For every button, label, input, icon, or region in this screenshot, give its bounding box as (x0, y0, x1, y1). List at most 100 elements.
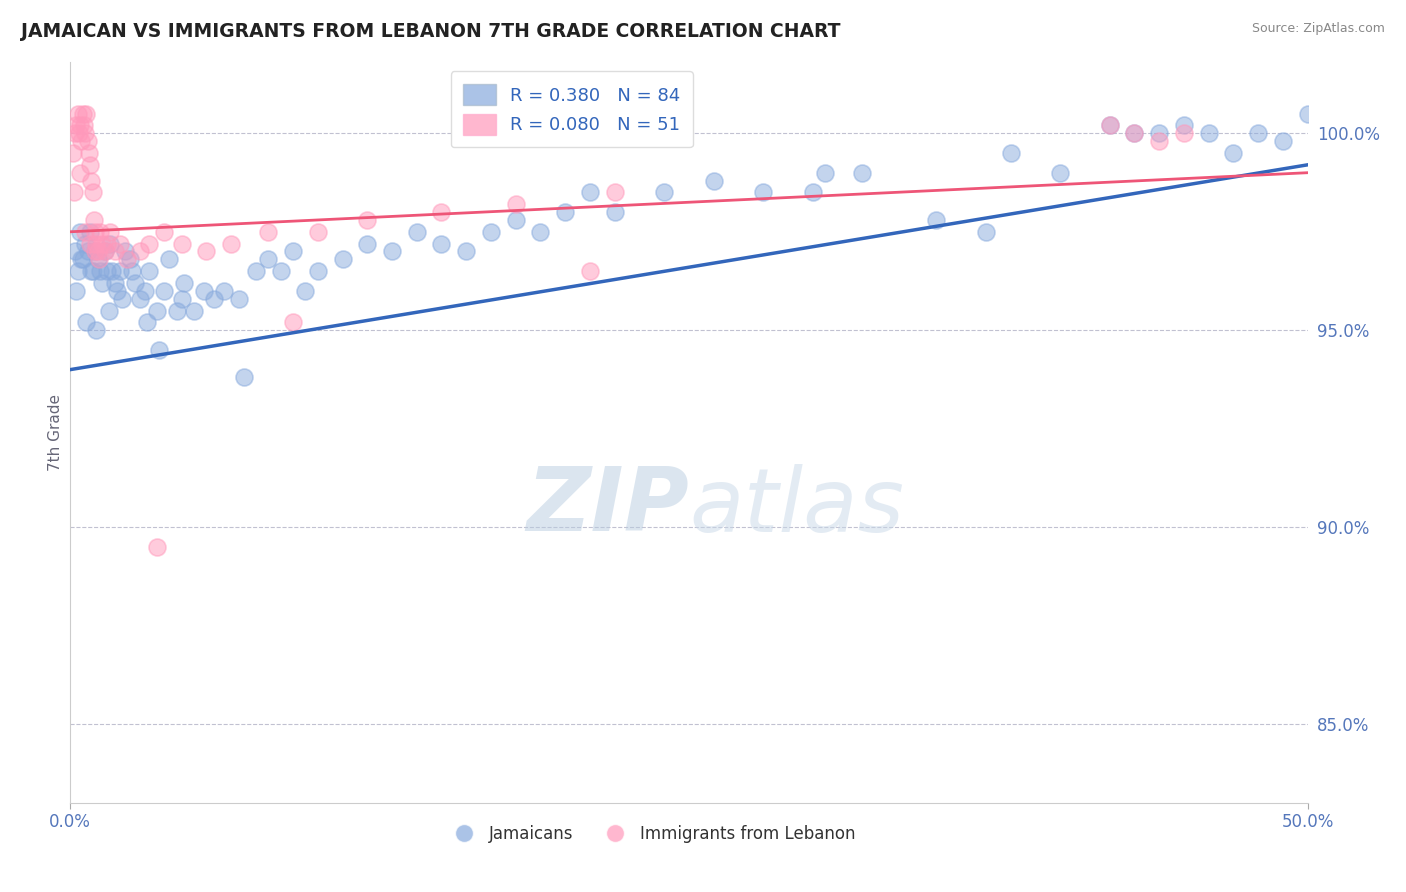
Point (76, 134, 98, 148)
Point (83, 244, 105, 259)
Point (84, 244, 107, 259)
Point (79, 225, 101, 239)
Point (1296, 106, 1319, 120)
Point (89, 264, 111, 278)
Point (307, 264, 329, 278)
Point (529, 225, 551, 239)
Point (1173, 119, 1195, 133)
Point (456, 244, 478, 259)
Point (80, 264, 103, 278)
Point (294, 284, 316, 298)
Text: JAMAICAN VS IMMIGRANTS FROM LEBANON 7TH GRADE CORRELATION CHART: JAMAICAN VS IMMIGRANTS FROM LEBANON 7TH … (21, 22, 841, 41)
Point (94, 244, 117, 259)
Point (82, 264, 104, 278)
Point (75, 106, 97, 120)
Point (66, 106, 89, 120)
Point (73, 225, 96, 239)
Point (183, 303, 205, 318)
Point (69, 119, 91, 133)
Point (65, 244, 87, 259)
Point (69, 166, 91, 180)
Point (219, 236, 242, 251)
Point (70, 134, 93, 148)
Point (65, 119, 87, 133)
Point (89, 225, 111, 239)
Point (1247, 126, 1270, 140)
Point (84, 236, 107, 251)
Point (118, 252, 141, 267)
Point (1173, 126, 1195, 140)
Point (128, 292, 150, 306)
Point (65, 284, 87, 298)
Point (1198, 126, 1220, 140)
Point (281, 315, 304, 329)
Point (228, 292, 250, 306)
Point (1222, 146, 1244, 161)
Point (87, 252, 110, 267)
Point (430, 205, 453, 219)
Point (1000, 146, 1022, 161)
Point (134, 284, 156, 298)
Point (579, 186, 602, 200)
Point (104, 276, 127, 290)
Point (1098, 119, 1121, 133)
Point (138, 264, 160, 278)
Point (62, 146, 84, 161)
Point (96, 264, 118, 278)
Point (77, 146, 100, 161)
Point (603, 205, 626, 219)
Point (86, 252, 108, 267)
Point (97, 303, 120, 318)
Point (193, 284, 215, 298)
Point (138, 236, 160, 251)
Point (1049, 166, 1071, 180)
Point (752, 186, 775, 200)
Point (356, 236, 378, 251)
Point (801, 186, 824, 200)
Point (146, 540, 169, 554)
Point (1147, 134, 1170, 148)
Point (91, 236, 114, 251)
Point (91, 276, 114, 290)
Point (111, 292, 134, 306)
Point (307, 225, 329, 239)
Point (80, 173, 103, 187)
Point (96, 236, 118, 251)
Legend: Jamaicans, Immigrants from Lebanon: Jamaicans, Immigrants from Lebanon (441, 819, 863, 850)
Point (232, 370, 254, 384)
Point (108, 264, 131, 278)
Point (114, 244, 136, 259)
Point (257, 225, 280, 239)
Text: Source: ZipAtlas.com: Source: ZipAtlas.com (1251, 22, 1385, 36)
Point (84, 225, 107, 239)
Point (479, 225, 502, 239)
Point (98, 225, 121, 239)
Point (202, 292, 225, 306)
Point (128, 244, 150, 259)
Point (257, 252, 280, 267)
Point (79, 158, 101, 172)
Point (153, 284, 176, 298)
Point (101, 264, 124, 278)
Point (1271, 134, 1294, 148)
Point (554, 205, 576, 219)
Point (136, 315, 159, 329)
Point (170, 236, 193, 251)
Point (703, 173, 725, 187)
Point (69, 225, 91, 239)
Point (73, 119, 96, 133)
Point (166, 303, 188, 318)
Point (579, 264, 602, 278)
Point (75, 126, 97, 140)
Point (212, 284, 235, 298)
Text: ZIP: ZIP (526, 463, 689, 550)
Text: atlas: atlas (689, 464, 904, 549)
Point (170, 292, 193, 306)
Point (70, 252, 93, 267)
Point (148, 343, 170, 357)
Point (974, 225, 997, 239)
Point (146, 303, 169, 318)
Point (94, 244, 117, 259)
Point (72, 252, 94, 267)
Point (124, 276, 146, 290)
